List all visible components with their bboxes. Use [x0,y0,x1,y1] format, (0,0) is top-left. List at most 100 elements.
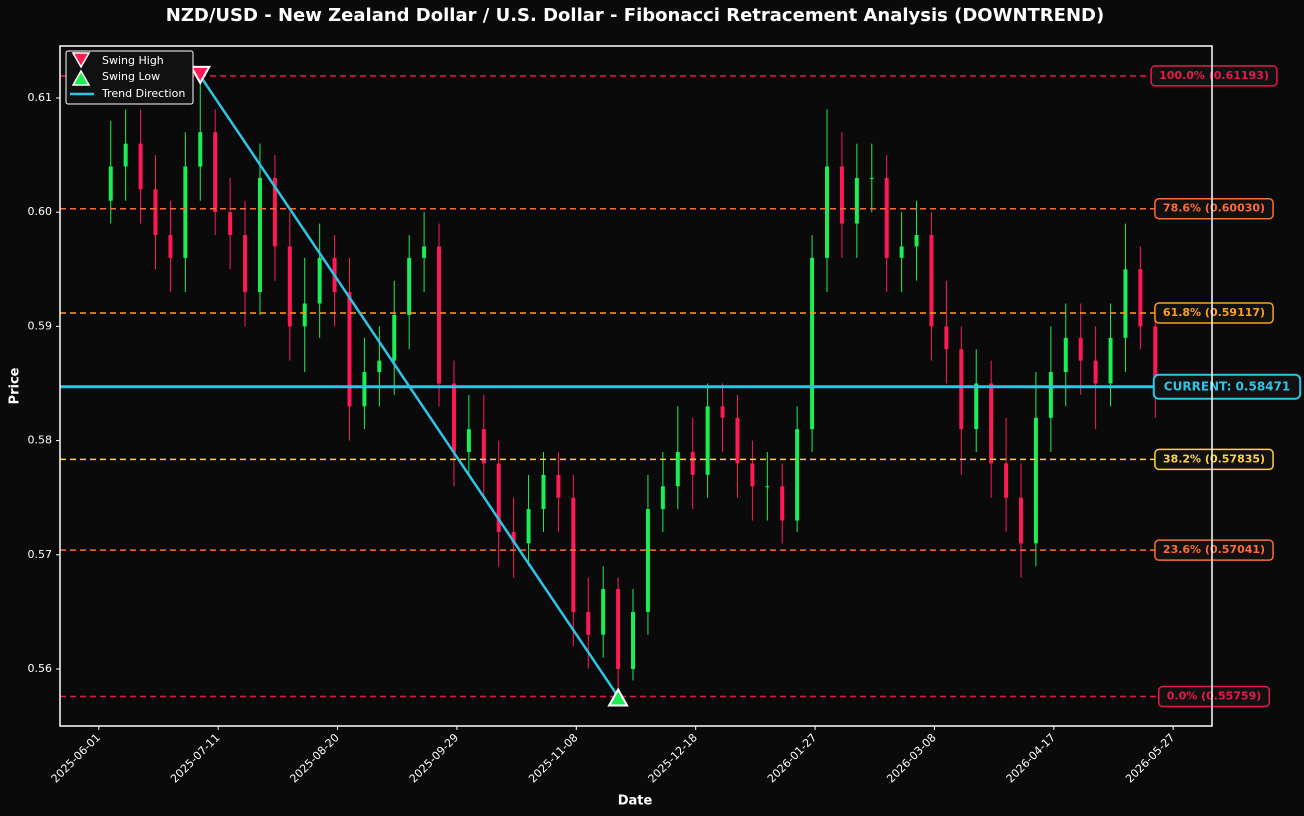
candle-body [750,463,755,487]
candle-body [213,132,218,213]
candle-body [959,349,964,430]
candle-body [541,474,546,510]
candle-body [1123,269,1128,338]
y-tick-label: 0.59 [28,319,53,332]
candle-body [1093,360,1098,384]
candle-body [168,235,173,258]
swing-low-marker [607,687,629,707]
x-axis-label: Date [618,794,653,809]
fib-label-box [1150,65,1278,87]
plot-frame [59,45,1213,727]
fib-label-box [1154,448,1274,471]
candle-body [765,486,770,488]
candle-body [556,474,561,498]
y-tick-label: 0.61 [28,91,53,104]
candle-body [899,246,904,258]
candle-body [1138,269,1143,327]
candle-body [1078,337,1083,361]
candle-body [153,189,158,236]
fib-label-box [1158,685,1270,708]
candle-body [451,383,456,453]
current-label: CURRENT: 0.58471 [1164,379,1290,393]
candle-body [228,212,233,236]
candle-body [989,383,994,464]
chart-title: NZD/USD - New Zealand Dollar / U.S. Doll… [166,5,1104,26]
candle-body [675,452,680,487]
candle-body [929,235,934,327]
candle-body [272,177,277,247]
fib-label: 23.6% (0.57041) [1163,543,1265,556]
y-axis-label: Price [8,367,23,404]
candle-body [183,166,188,258]
candle-body [422,246,427,258]
candle-body [1004,463,1009,498]
candle-body [496,463,501,532]
fib-label: 100.0% (0.61193) [1159,69,1269,82]
fib-label: 61.8% (0.59117) [1163,306,1265,319]
candle-body [287,246,292,327]
fib-label: 78.6% (0.60030) [1163,202,1265,215]
candle-body [362,372,367,407]
swing-high-marker [189,65,211,85]
candle-body [257,177,262,293]
candle-body [407,257,412,315]
legend-swing-high-icon [71,52,91,69]
fib-label-box [1154,539,1274,561]
fib-label-box [1154,197,1274,220]
legend-label: Swing High [102,54,164,67]
legend-label: Swing Low [102,70,160,83]
candle-body [243,235,248,293]
candle-body [780,486,785,521]
candle-body [437,246,442,384]
candle-body [974,383,979,430]
candle-body [347,292,352,407]
trend-line [199,75,620,698]
y-tick-label: 0.56 [28,662,53,675]
candle-body [123,143,128,167]
candle-body [631,611,636,670]
candle-body [526,509,531,544]
candle-body [317,257,322,304]
candle-body [839,166,844,224]
y-tick-label: 0.60 [28,205,53,218]
candle-body [392,314,397,361]
candle-body [1153,326,1158,384]
legend-label: Trend Direction [101,87,185,100]
candle-body [108,166,113,201]
candle-body [854,177,859,224]
candle-body [571,497,576,612]
candle-body [1018,497,1023,544]
candle-body [645,509,650,612]
candle-body [138,143,143,190]
fib-label: 0.0% (0.55759) [1167,690,1262,703]
candle-body [586,611,591,635]
candle-body [690,452,695,475]
candle-body [302,303,307,327]
candle-body [1048,372,1053,418]
candle-body [944,326,949,350]
fib-label: 38.2% (0.57835) [1163,452,1265,465]
candle-body [914,235,919,247]
candle-body [884,177,889,258]
candle-body [810,257,815,430]
y-tick-label: 0.57 [28,548,53,561]
current-label-box [1152,373,1302,400]
y-tick-label: 0.58 [28,434,53,447]
candle-body [616,589,621,670]
candle-body [660,486,665,510]
candle-body [511,531,516,544]
candle-body [705,406,710,475]
candle-body [601,589,606,635]
candle-body [1033,417,1038,544]
candle-body [198,132,203,167]
candle-body [481,429,486,464]
candle-body [825,166,830,258]
candle-body [720,406,725,418]
fib-label-box [1154,302,1274,324]
candle-body [377,360,382,373]
candle-body [735,417,740,464]
legend-swing-low-icon [71,69,91,86]
